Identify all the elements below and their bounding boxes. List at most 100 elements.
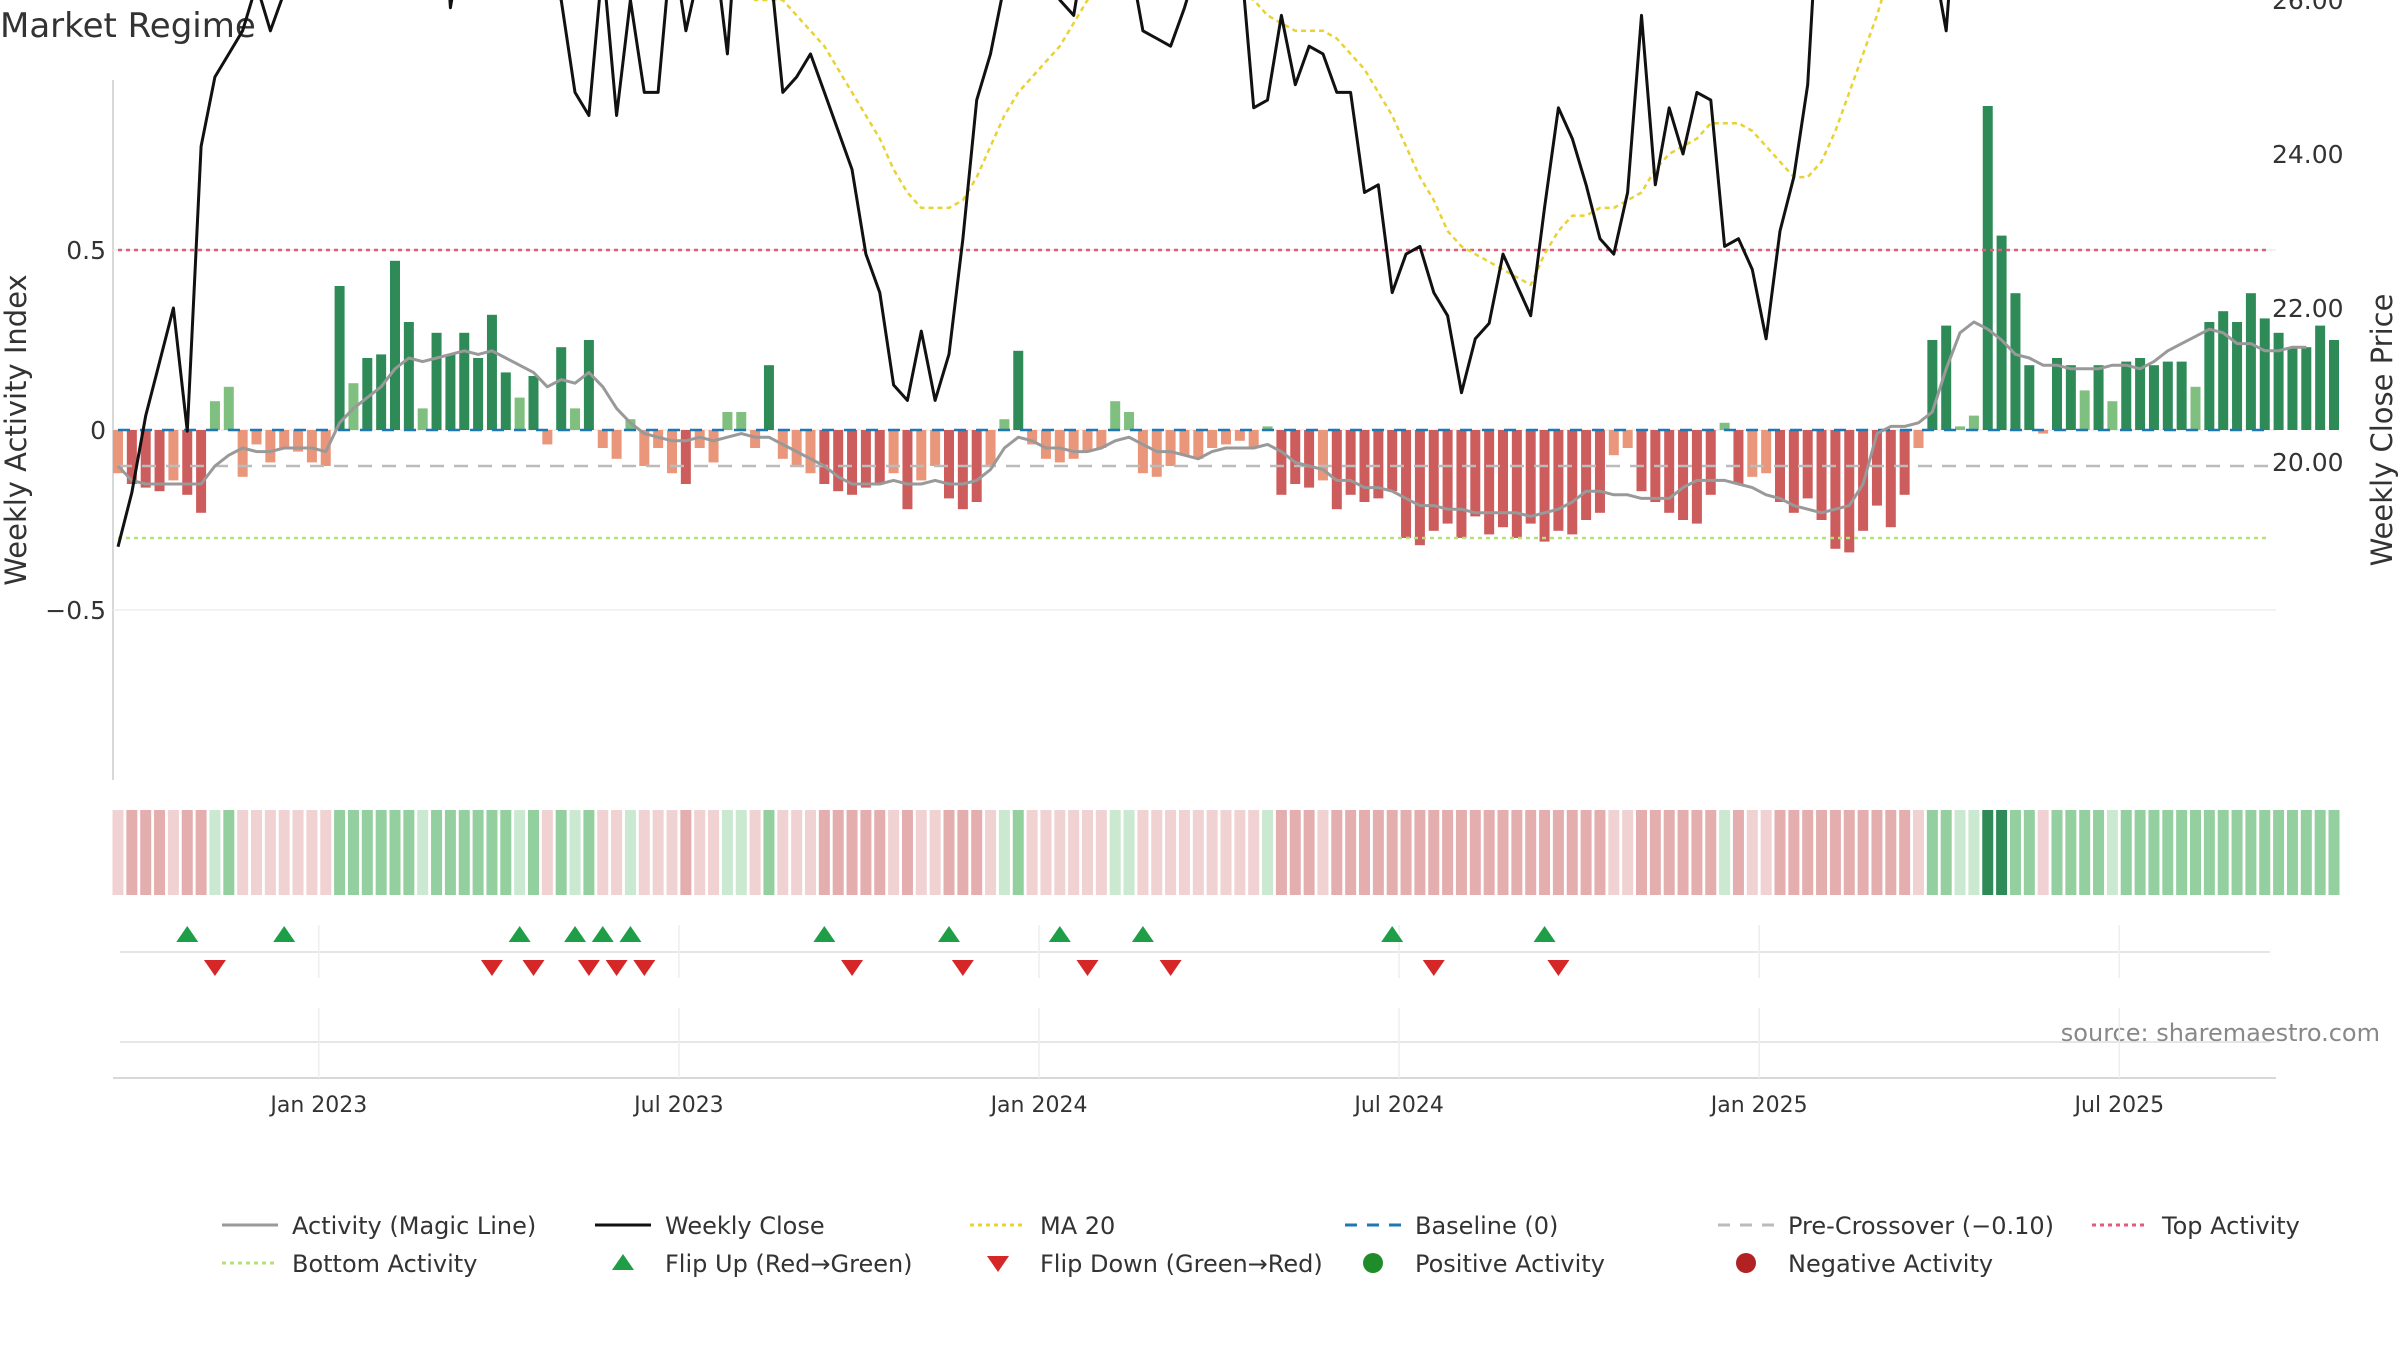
ma20-line <box>753 0 1883 287</box>
activity-bar <box>1442 430 1453 524</box>
regime-cell <box>1871 810 1883 895</box>
regime-cell <box>1996 810 2008 895</box>
activity-bar <box>2232 322 2243 430</box>
legend-flip-up-icon <box>612 1254 634 1270</box>
right-tick-label: 26.00 <box>2272 0 2344 15</box>
activity-bar <box>1982 106 1993 430</box>
activity-bar <box>1761 430 1772 474</box>
legend-label: Weekly Close <box>665 1212 825 1240</box>
regime-cell <box>2148 810 2160 895</box>
legend-label: Flip Down (Green→Red) <box>1040 1250 1323 1278</box>
activity-bar <box>237 430 248 477</box>
regime-cell <box>1469 810 1481 895</box>
regime-cell <box>1289 810 1301 895</box>
activity-bar <box>2273 332 2284 430</box>
activity-bar <box>1456 430 1467 538</box>
activity-bar <box>971 430 982 502</box>
activity-bar <box>736 412 747 430</box>
activity-bar <box>182 430 193 495</box>
activity-bar <box>1414 430 1425 546</box>
activity-bar <box>1608 430 1619 456</box>
activity-bar <box>1054 430 1065 463</box>
activity-bar <box>1927 340 1938 430</box>
regime-cell <box>721 810 733 895</box>
activity-bar <box>2329 340 2339 430</box>
regime-cell <box>334 810 346 895</box>
x-tick-label: Jan 2023 <box>268 1093 367 1118</box>
chart-title: Market Regime <box>0 6 256 46</box>
activity-bar <box>2135 358 2146 430</box>
legend-label: Flip Up (Red→Green) <box>665 1250 913 1278</box>
activity-bar <box>653 430 664 448</box>
activity-bar <box>334 286 345 430</box>
activity-bar <box>2121 361 2132 430</box>
activity-bar <box>1304 430 1315 488</box>
activity-bar <box>1567 430 1578 535</box>
regime-cell <box>2273 810 2285 895</box>
activity-bar <box>694 430 705 448</box>
regime-cell <box>1566 810 1578 895</box>
regime-cell <box>403 810 415 895</box>
regime-cell <box>611 810 623 895</box>
activity-bar <box>833 430 844 492</box>
left-tick-label: 0.5 <box>66 236 106 265</box>
magic-line <box>116 320 2307 518</box>
regime-cell <box>998 810 1010 895</box>
regime-cell <box>1455 810 1467 895</box>
legend: Activity (Magic Line) Weekly Close MA 20 Ba… <box>222 1212 2300 1278</box>
activity-bar <box>514 397 525 430</box>
regime-cell <box>1857 810 1869 895</box>
regime-cell <box>458 810 470 895</box>
activity-bar <box>1401 430 1412 538</box>
activity-bar <box>126 430 137 484</box>
regime-cell <box>2162 810 2174 895</box>
regime-cell <box>597 810 609 895</box>
regime-cell <box>1026 810 1038 895</box>
regime-cell <box>1719 810 1731 895</box>
regime-cell <box>1802 810 1814 895</box>
regime-cell <box>1788 810 1800 895</box>
regime-cell <box>1940 810 1952 895</box>
regime-cell <box>2176 810 2188 895</box>
regime-cell <box>1829 810 1841 895</box>
activity-bar <box>196 430 207 513</box>
flip-down-marker <box>1422 960 1445 976</box>
activity-bar <box>1082 430 1093 452</box>
activity-bar <box>1733 430 1744 484</box>
regime-cell <box>1816 810 1828 895</box>
regime-cell <box>624 810 636 895</box>
regime-cell <box>1220 810 1232 895</box>
activity-bar <box>888 430 899 474</box>
legend-label: Activity (Magic Line) <box>292 1212 536 1240</box>
regime-cell <box>1539 810 1551 895</box>
activity-bar <box>1359 430 1370 502</box>
x-tick-label: Jan 2024 <box>989 1093 1088 1118</box>
regime-cell <box>1885 810 1897 895</box>
activity-bar <box>1234 430 1245 441</box>
legend-label: MA 20 <box>1040 1212 1115 1240</box>
activity-bar <box>791 430 802 466</box>
regime-cell <box>1580 810 1592 895</box>
activity-bar <box>2079 390 2090 430</box>
legend-flip-down-icon <box>987 1256 1009 1272</box>
activity-bar <box>902 430 913 510</box>
regime-cell <box>472 810 484 895</box>
flip-down-marker <box>951 960 974 976</box>
activity-bar <box>1553 430 1564 531</box>
right-tick-label: 24.00 <box>2272 140 2344 169</box>
x-tick-label: Jul 2024 <box>1352 1093 1444 1118</box>
activity-bar <box>1719 422 1730 430</box>
flip-down-marker <box>633 960 656 976</box>
activity-bars <box>113 106 2339 553</box>
regime-cell <box>375 810 387 895</box>
regime-cell <box>791 810 803 895</box>
activity-bar <box>1871 430 1882 506</box>
regime-cell <box>1082 810 1093 895</box>
activity-bar <box>1290 430 1301 484</box>
regime-cell <box>1428 810 1440 895</box>
regime-cell <box>278 810 290 895</box>
activity-bar <box>1331 430 1342 510</box>
activity-bar <box>445 354 456 430</box>
regime-cell <box>1359 810 1370 895</box>
